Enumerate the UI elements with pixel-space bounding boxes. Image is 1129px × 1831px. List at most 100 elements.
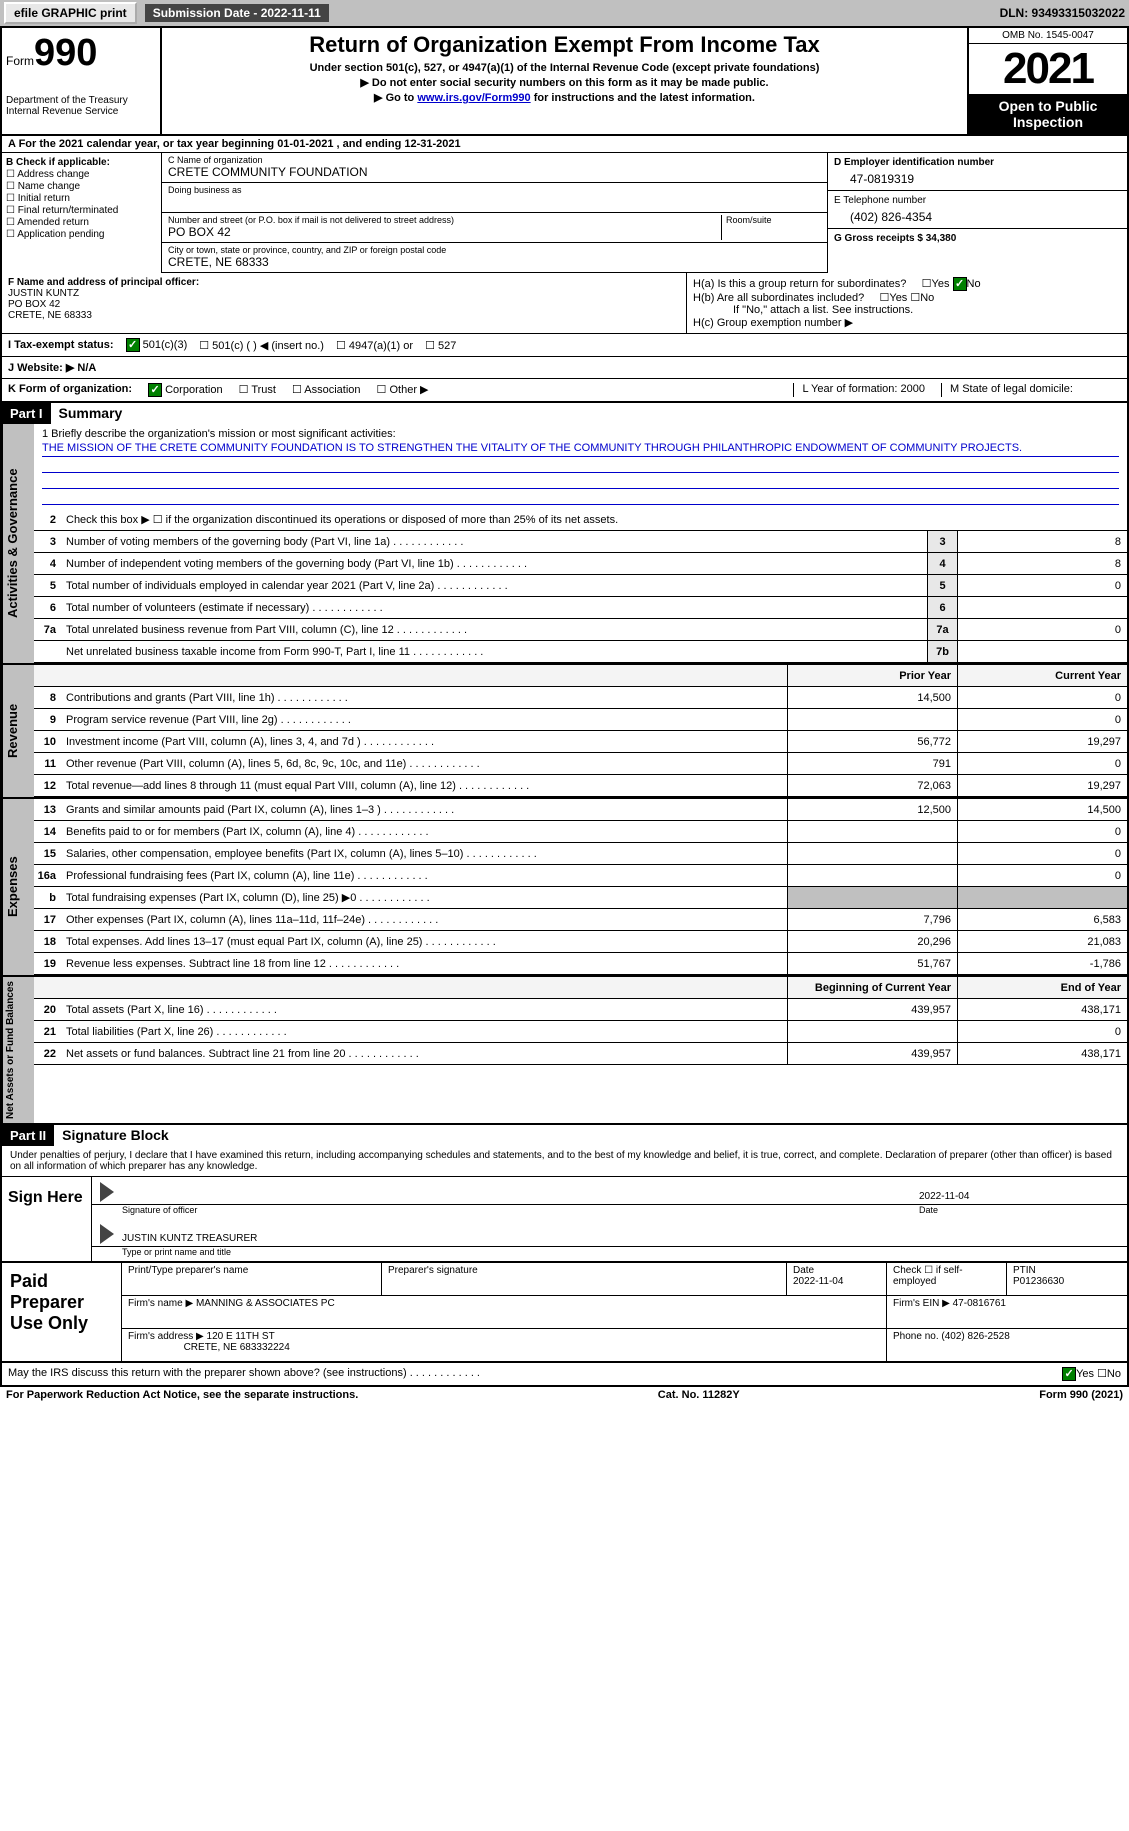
cat-no: Cat. No. 11282Y	[658, 1389, 740, 1401]
firm-addr1: 120 E 11TH ST	[207, 1331, 275, 1342]
opt-trust: Trust	[251, 384, 276, 396]
gross-label: G Gross receipts $ 34,380	[834, 233, 956, 244]
chk-initial[interactable]: Initial return	[18, 193, 70, 204]
form-number: 990	[34, 32, 97, 74]
city-value: CRETE, NE 68333	[168, 255, 821, 269]
row-a: A For the 2021 calendar year, or tax yea…	[0, 136, 1129, 153]
sign-date: 2022-11-04	[919, 1191, 1119, 1202]
prep-date: 2022-11-04	[793, 1276, 843, 1287]
opt-4947: 4947(a)(1) or	[349, 340, 413, 352]
col-b-checkboxes: B Check if applicable: ☐ Address change …	[2, 153, 162, 273]
col-b-title: B Check if applicable:	[6, 157, 110, 168]
ha-no-check: ✓	[953, 277, 967, 291]
vtab-expenses: Expenses	[2, 799, 34, 975]
i-label: I Tax-exempt status:	[8, 339, 114, 351]
dba-label: Doing business as	[168, 185, 821, 195]
firm-ein: 47-0816761	[953, 1298, 1006, 1309]
arrow-icon-2	[100, 1224, 114, 1244]
org-name-label: C Name of organization	[168, 155, 821, 165]
chk-final[interactable]: Final return/terminated	[18, 205, 119, 216]
vtab-governance: Activities & Governance	[2, 424, 34, 663]
chk-address[interactable]: Address change	[17, 169, 89, 180]
part1-hdr: Part I	[2, 403, 51, 424]
501c3-check: ✓	[126, 338, 140, 352]
mission-label: 1 Briefly describe the organization's mi…	[42, 428, 1119, 440]
firm-name: MANNING & ASSOCIATES PC	[196, 1298, 335, 1309]
declaration: Under penalties of perjury, I declare th…	[2, 1146, 1127, 1177]
mission-text: THE MISSION OF THE CRETE COMMUNITY FOUND…	[42, 440, 1119, 457]
self-emp: Check ☐ if self-employed	[893, 1265, 963, 1287]
hb-label: H(b) Are all subordinates included?	[693, 292, 864, 304]
officer-label: F Name and address of principal officer:	[8, 277, 199, 288]
part2-hdr: Part II	[2, 1125, 54, 1146]
subtitle-2: ▶ Do not enter social security numbers o…	[170, 76, 959, 89]
chk-amended[interactable]: Amended return	[17, 217, 89, 228]
vtab-revenue: Revenue	[2, 665, 34, 797]
discuss-question: May the IRS discuss this return with the…	[8, 1367, 480, 1381]
ptin-hdr: PTIN	[1013, 1265, 1036, 1276]
opt-other: Other ▶	[389, 384, 428, 396]
open-to-public: Open to Public Inspection	[969, 94, 1127, 134]
prep-name-hdr: Print/Type preparer's name	[128, 1265, 248, 1276]
officer-name: JUSTIN KUNTZ	[8, 288, 79, 299]
dept-label: Department of the Treasury Internal Reve…	[6, 95, 156, 117]
arrow-icon	[100, 1182, 114, 1202]
topbar: efile GRAPHIC print Submission Date - 20…	[0, 0, 1129, 26]
hb-note: If "No," attach a list. See instructions…	[693, 304, 1121, 316]
chk-pending[interactable]: Application pending	[17, 229, 104, 240]
current-year-hdr: Current Year	[957, 665, 1127, 686]
opt-corp: Corporation	[165, 384, 222, 396]
room-label: Room/suite	[721, 215, 821, 240]
name-lbl: Type or print name and title	[92, 1247, 1127, 1261]
ha-label: H(a) Is this a group return for subordin…	[693, 278, 906, 290]
discuss-yes: ✓	[1062, 1367, 1076, 1381]
firm-ein-lbl: Firm's EIN ▶	[893, 1298, 950, 1309]
ein-label: D Employer identification number	[834, 157, 994, 168]
chk-name[interactable]: Name change	[18, 181, 80, 192]
officer-addr2: CRETE, NE 68333	[8, 310, 92, 321]
phone-lbl: Phone no.	[893, 1331, 939, 1342]
paperwork-notice: For Paperwork Reduction Act Notice, see …	[6, 1389, 358, 1401]
line2: Check this box ▶ ☐ if the organization d…	[62, 511, 1127, 528]
firm-lbl: Firm's name ▶	[128, 1298, 193, 1309]
addr-value: PO BOX 42	[168, 225, 721, 239]
opt-501c3: 501(c)(3)	[143, 339, 188, 351]
ptin: P01236630	[1013, 1276, 1064, 1287]
vtab-netassets: Net Assets or Fund Balances	[2, 977, 34, 1123]
opt-501c: 501(c) ( ) ◀ (insert no.)	[212, 340, 324, 352]
opt-527: 527	[438, 340, 456, 352]
efile-button[interactable]: efile GRAPHIC print	[4, 2, 137, 24]
form-title: Return of Organization Exempt From Incom…	[170, 32, 959, 58]
org-name: CRETE COMMUNITY FOUNDATION	[168, 165, 821, 179]
officer-addr1: PO BOX 42	[8, 299, 60, 310]
m-state: M State of legal domicile:	[941, 383, 1121, 397]
hc-label: H(c) Group exemption number ▶	[693, 316, 1121, 329]
firm-addr2: CRETE, NE 683332224	[184, 1342, 290, 1353]
dln-label: DLN: 93493315032022	[1000, 6, 1125, 20]
opt-assoc: Association	[304, 384, 360, 396]
tel-label: E Telephone number	[834, 195, 926, 206]
omb-number: OMB No. 1545-0047	[969, 28, 1127, 44]
sig-lbl: Signature of officer	[122, 1205, 919, 1215]
paid-preparer-label: Paid Preparer Use Only	[2, 1263, 122, 1361]
corp-check: ✓	[148, 383, 162, 397]
begin-year-hdr: Beginning of Current Year	[787, 977, 957, 998]
l-year: L Year of formation: 2000	[793, 383, 925, 397]
subtitle-3-pre: ▶ Go to	[374, 92, 417, 104]
sign-here-label: Sign Here	[2, 1177, 92, 1261]
ein-value: 47-0819319	[850, 172, 1121, 186]
tel-value: (402) 826-4354	[850, 210, 1121, 224]
prep-sig-hdr: Preparer's signature	[388, 1265, 478, 1276]
irs-link[interactable]: www.irs.gov/Form990	[417, 92, 530, 104]
form-label: Form	[6, 54, 34, 68]
k-label: K Form of organization:	[8, 383, 132, 395]
part2-title: Signature Block	[54, 1127, 169, 1143]
end-year-hdr: End of Year	[957, 977, 1127, 998]
firm-addr-lbl: Firm's address ▶	[128, 1331, 204, 1342]
form-header: Form990 Department of the Treasury Inter…	[0, 26, 1129, 136]
subtitle-1: Under section 501(c), 527, or 4947(a)(1)…	[170, 62, 959, 74]
signer-name: JUSTIN KUNTZ TREASURER	[122, 1233, 257, 1244]
part1-title: Summary	[51, 405, 123, 421]
j-website: J Website: ▶ N/A	[8, 361, 96, 374]
firm-phone: (402) 826-2528	[941, 1331, 1009, 1342]
